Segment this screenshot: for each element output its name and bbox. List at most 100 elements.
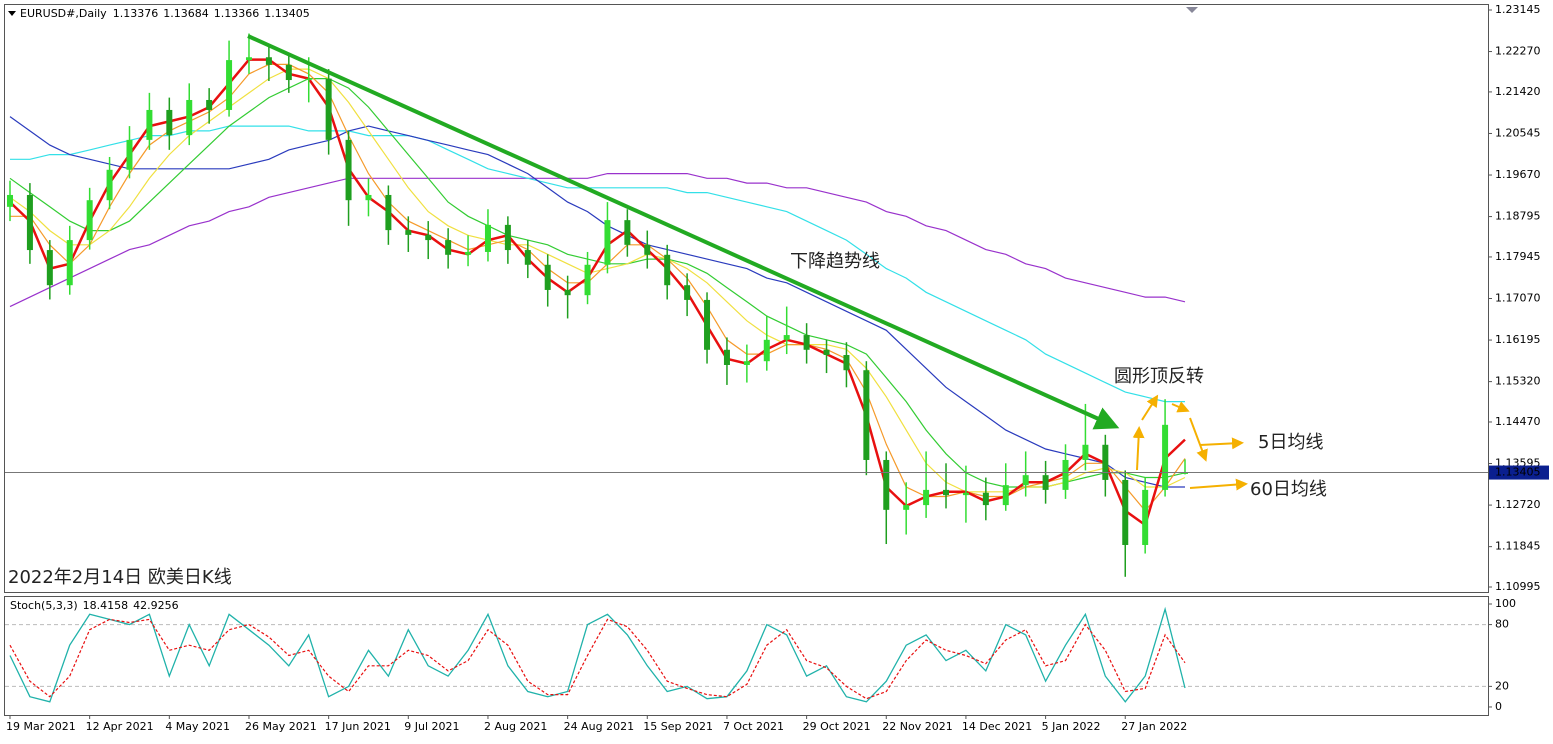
x-tick-label: 22 Nov 2021 <box>882 720 952 733</box>
y-tick-label: 1.21420 <box>1495 85 1541 98</box>
candle-body <box>1142 489 1149 545</box>
stoch-tick-label: 80 <box>1495 618 1509 631</box>
candle-body <box>285 64 292 81</box>
x-tick-label: 17 Jun 2021 <box>325 720 391 733</box>
y-tick-label: 1.17070 <box>1495 292 1541 305</box>
x-tick-label: 7 Oct 2021 <box>723 720 784 733</box>
x-tick-label: 12 Apr 2021 <box>86 720 154 733</box>
stoch-tick-label: 20 <box>1495 679 1509 692</box>
candle-body <box>186 99 193 136</box>
candle-body <box>1002 485 1009 506</box>
open: 1.13376 <box>113 7 159 20</box>
candle-body <box>465 251 472 255</box>
y-tick-label: 1.18795 <box>1495 210 1541 223</box>
y-tick-label: 1.11845 <box>1495 540 1541 553</box>
candle-body <box>803 335 810 350</box>
candle-body <box>226 60 233 110</box>
candle-body <box>425 234 432 241</box>
candle-body <box>843 355 850 371</box>
candle-body <box>86 200 93 241</box>
x-tick-label: 14 Dec 2021 <box>962 720 1032 733</box>
y-tick-label: 1.17945 <box>1495 250 1541 263</box>
candle-body <box>544 264 551 290</box>
candle-body <box>46 250 53 286</box>
candle-body <box>923 489 930 506</box>
candle-body <box>484 224 491 252</box>
price-label: 1.13405 <box>1495 466 1541 479</box>
ma5-label: 5日均线 <box>1258 432 1323 453</box>
moving-average <box>9 58 1186 528</box>
candle-body <box>26 194 33 251</box>
candle-body <box>305 78 312 81</box>
trend-line <box>247 34 1120 430</box>
candle-body <box>445 240 452 255</box>
stoch-tick-label: 100 <box>1495 597 1516 610</box>
x-tick-label: 24 Aug 2021 <box>564 720 634 733</box>
candle-body <box>883 459 890 510</box>
candle-body <box>504 224 511 251</box>
candle-body <box>7 194 13 207</box>
y-tick-label: 1.12720 <box>1495 498 1541 511</box>
candle-body <box>1162 424 1169 490</box>
candle-body <box>982 492 989 506</box>
candle-body <box>146 109 153 140</box>
candle-body <box>763 339 770 362</box>
stoch-panel <box>4 596 1489 716</box>
stoch-main <box>9 606 1186 703</box>
x-tick-label: 4 May 2021 <box>165 720 230 733</box>
candle-body <box>624 220 631 245</box>
chart-header: EURUSD#,Daily 1.13376 1.13684 1.13366 1.1340… <box>20 7 310 20</box>
caption: 2022年2月14日 欧美日K线 <box>8 567 232 588</box>
stoch-signal: 42.9256 <box>133 599 179 612</box>
candle-body <box>664 254 671 286</box>
candle-body <box>1122 479 1129 545</box>
plot: 1.23145 1.22270 1.21420 1.20545 1.19670 1.187… <box>5 3 1549 733</box>
close: 1.13405 <box>264 7 310 20</box>
candle-body <box>385 194 392 231</box>
candle-body <box>166 109 173 136</box>
x-tick-label: 29 Oct 2021 <box>803 720 871 733</box>
y-tick-label: 1.14470 <box>1495 415 1541 428</box>
y-tick-label: 1.22270 <box>1495 45 1541 58</box>
candle-body <box>644 244 651 255</box>
candle-body <box>345 139 352 201</box>
candle-body <box>943 489 950 496</box>
stoch-label: Stoch(5,3,3) <box>10 599 78 612</box>
candle-body <box>365 194 372 201</box>
candle-body <box>704 299 711 350</box>
candle-body <box>1062 459 1069 490</box>
x-tick-label: 15 Sep 2021 <box>643 720 713 733</box>
candle-body <box>1042 475 1049 490</box>
candle-body <box>863 370 870 460</box>
candle-body <box>1082 444 1089 460</box>
low: 1.13366 <box>214 7 260 20</box>
x-tick-label: 9 Jul 2021 <box>404 720 459 733</box>
moving-average <box>10 63 1186 512</box>
candle-body <box>1102 444 1109 480</box>
candle-body <box>823 349 830 356</box>
candle-body <box>325 78 332 140</box>
candle-body <box>405 230 412 235</box>
candle-body <box>66 240 73 286</box>
stoch-tick-label: 0 <box>1495 700 1502 713</box>
candle-body <box>604 220 611 265</box>
candle-body <box>962 492 969 496</box>
y-tick-label: 1.20545 <box>1495 126 1541 139</box>
moving-average <box>9 68 1186 493</box>
y-tick-label: 1.10995 <box>1495 580 1541 593</box>
candle-body <box>1182 472 1188 474</box>
candle-body <box>564 289 571 296</box>
candle-body <box>584 264 591 296</box>
high: 1.13684 <box>163 7 209 20</box>
candle-body <box>206 99 213 110</box>
stoch-header: Stoch(5,3,3) 18.4158 42.9256 <box>10 599 179 612</box>
moving-average <box>10 125 1185 403</box>
moving-average <box>9 116 1185 488</box>
candle-body <box>126 139 133 170</box>
menu-marker <box>8 11 16 16</box>
y-tick-label: 1.16195 <box>1495 333 1541 346</box>
y-tick-label: 1.23145 <box>1495 3 1541 16</box>
y-tick-label: 1.15320 <box>1495 375 1541 388</box>
